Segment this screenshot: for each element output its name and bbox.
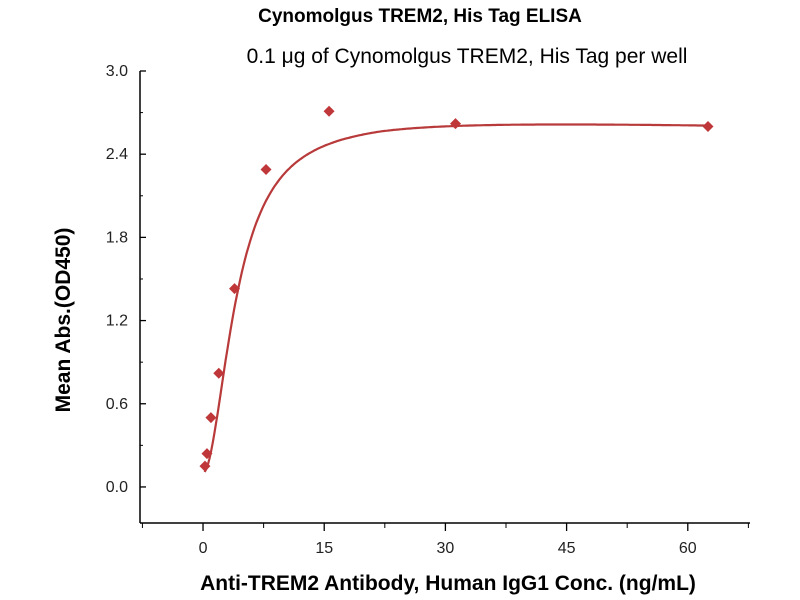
x-axis-label: Anti-TREM2 Antibody, Human IgG1 Conc. (n… bbox=[200, 572, 696, 595]
x-tick-label: 60 bbox=[679, 540, 697, 557]
data-points bbox=[199, 105, 714, 472]
y-tick-label: 0.0 bbox=[106, 479, 128, 496]
data-point bbox=[205, 412, 217, 424]
x-tick-label: 15 bbox=[315, 540, 333, 557]
axes: 0.0 0.6 1.2 1.8 2.4 3.0 0 15 30 45 60 bbox=[106, 63, 750, 557]
chart-subtitle: 0.1 μg of Cynomolgus TREM2, His Tag per … bbox=[247, 45, 688, 68]
data-point bbox=[702, 120, 714, 132]
x-tick-label: 45 bbox=[558, 540, 576, 557]
data-point bbox=[199, 460, 211, 472]
data-point bbox=[450, 118, 462, 130]
y-tick-label: 0.6 bbox=[106, 396, 128, 413]
data-point bbox=[229, 283, 241, 295]
y-tick-label: 1.2 bbox=[106, 313, 128, 330]
data-point bbox=[201, 448, 213, 460]
data-point bbox=[323, 105, 335, 117]
y-tick-label: 2.4 bbox=[106, 146, 128, 163]
data-point bbox=[213, 367, 225, 379]
x-tick-label: 30 bbox=[437, 540, 455, 557]
y-tick-label: 3.0 bbox=[106, 63, 128, 80]
data-point bbox=[260, 163, 272, 175]
y-tick-label: 1.8 bbox=[106, 229, 128, 246]
fit-curve bbox=[203, 123, 708, 473]
x-tick-label: 0 bbox=[199, 540, 208, 557]
y-axis-label: Mean Abs.(OD450) bbox=[52, 228, 75, 413]
chart-title: Cynomolgus TREM2, His Tag ELISA bbox=[258, 6, 582, 27]
